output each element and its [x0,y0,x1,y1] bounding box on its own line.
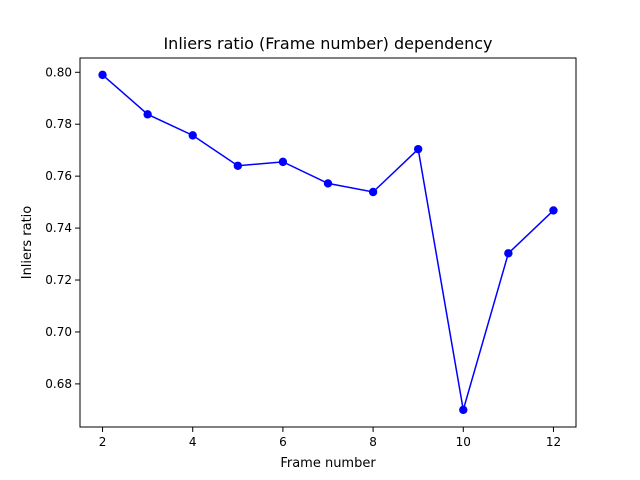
data-point [504,249,513,258]
y-tick-label: 0.70 [45,325,72,339]
x-tick-label: 10 [456,435,471,449]
chart-title: Inliers ratio (Frame number) dependency [163,34,492,53]
y-tick-label: 0.74 [45,221,72,235]
x-tick-label: 12 [546,435,561,449]
data-point [368,187,378,197]
y-tick-label: 0.80 [45,65,72,79]
x-tick-label: 2 [99,435,107,449]
y-tick-label: 0.72 [45,273,72,287]
data-point [413,144,423,154]
x-tick-label: 8 [369,435,377,449]
y-tick-label: 0.78 [45,117,72,131]
x-tick-label: 4 [189,435,197,449]
x-tick-label: 6 [279,435,287,449]
data-point [143,110,152,119]
series-line [102,74,554,411]
x-axis-label: Frame number [280,456,376,471]
data-point [233,161,243,170]
series-layer [98,70,558,415]
y-axis-label: Inliers ratio [20,206,35,280]
x-axis: 2 4 6 8 10 12 [99,427,561,449]
y-tick-label: 0.76 [45,169,72,183]
y-axis: 0.68 0.70 0.72 0.74 0.76 0.78 0.80 [45,65,80,391]
data-point [278,157,288,167]
data-point [188,131,197,140]
data-point [549,206,558,215]
plot-frame [79,57,577,428]
data-point [98,70,107,80]
y-tick-label: 0.68 [45,377,72,391]
data-point [459,405,468,415]
data-point [323,179,333,188]
